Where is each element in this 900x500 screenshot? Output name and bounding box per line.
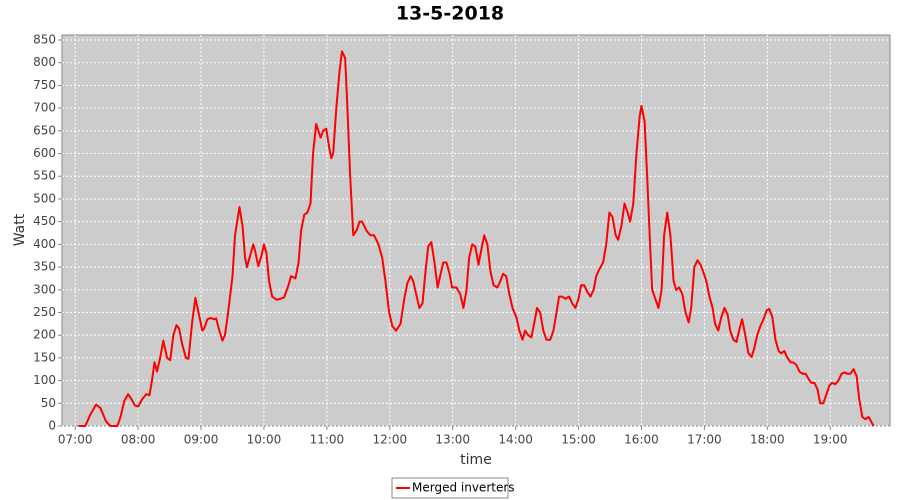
y-tick-label: 200: [33, 328, 56, 342]
y-tick-label: 250: [33, 305, 56, 319]
y-tick-label: 750: [33, 78, 56, 92]
x-axis-label: time: [460, 452, 492, 468]
legend-label: Merged inverters: [412, 481, 515, 495]
y-tick-label: 100: [33, 373, 56, 387]
y-tick-label: 300: [33, 282, 56, 296]
y-tick-label: 850: [33, 32, 56, 46]
y-tick-label: 500: [33, 191, 56, 205]
plot-area: [61, 34, 891, 427]
x-tick-label: 12:00: [373, 433, 408, 447]
x-tick-label: 14:00: [498, 433, 533, 447]
x-tick-label: 09:00: [184, 433, 219, 447]
y-tick-label: 150: [33, 350, 56, 364]
y-tick-label: 550: [33, 169, 56, 183]
y-tick-label: 800: [33, 55, 56, 69]
x-tick-label: 11:00: [310, 433, 345, 447]
x-tick-label: 18:00: [750, 433, 785, 447]
x-tick-label: 15:00: [561, 433, 596, 447]
y-tick-label: 50: [41, 396, 56, 410]
legend: [391, 477, 509, 499]
y-axis-label: Watt: [12, 213, 28, 246]
chart-title: 13-5-2018: [396, 3, 504, 25]
x-tick-label: 16:00: [624, 433, 659, 447]
x-tick-label: 10:00: [247, 433, 282, 447]
x-tick-label: 17:00: [687, 433, 722, 447]
y-tick-label: 650: [33, 123, 56, 137]
y-tick-label: 400: [33, 237, 56, 251]
y-tick-label: 450: [33, 214, 56, 228]
x-tick-label: 13:00: [435, 433, 470, 447]
x-tick-label: 07:00: [58, 433, 93, 447]
data-line: [78, 50, 875, 427]
y-tick-label: 700: [33, 101, 56, 115]
y-tick-label: 600: [33, 146, 56, 160]
x-tick-label: 08:00: [121, 433, 156, 447]
x-tick-label: 19:00: [813, 433, 848, 447]
y-tick-label: 0: [48, 419, 56, 433]
y-tick-label: 350: [33, 260, 56, 274]
